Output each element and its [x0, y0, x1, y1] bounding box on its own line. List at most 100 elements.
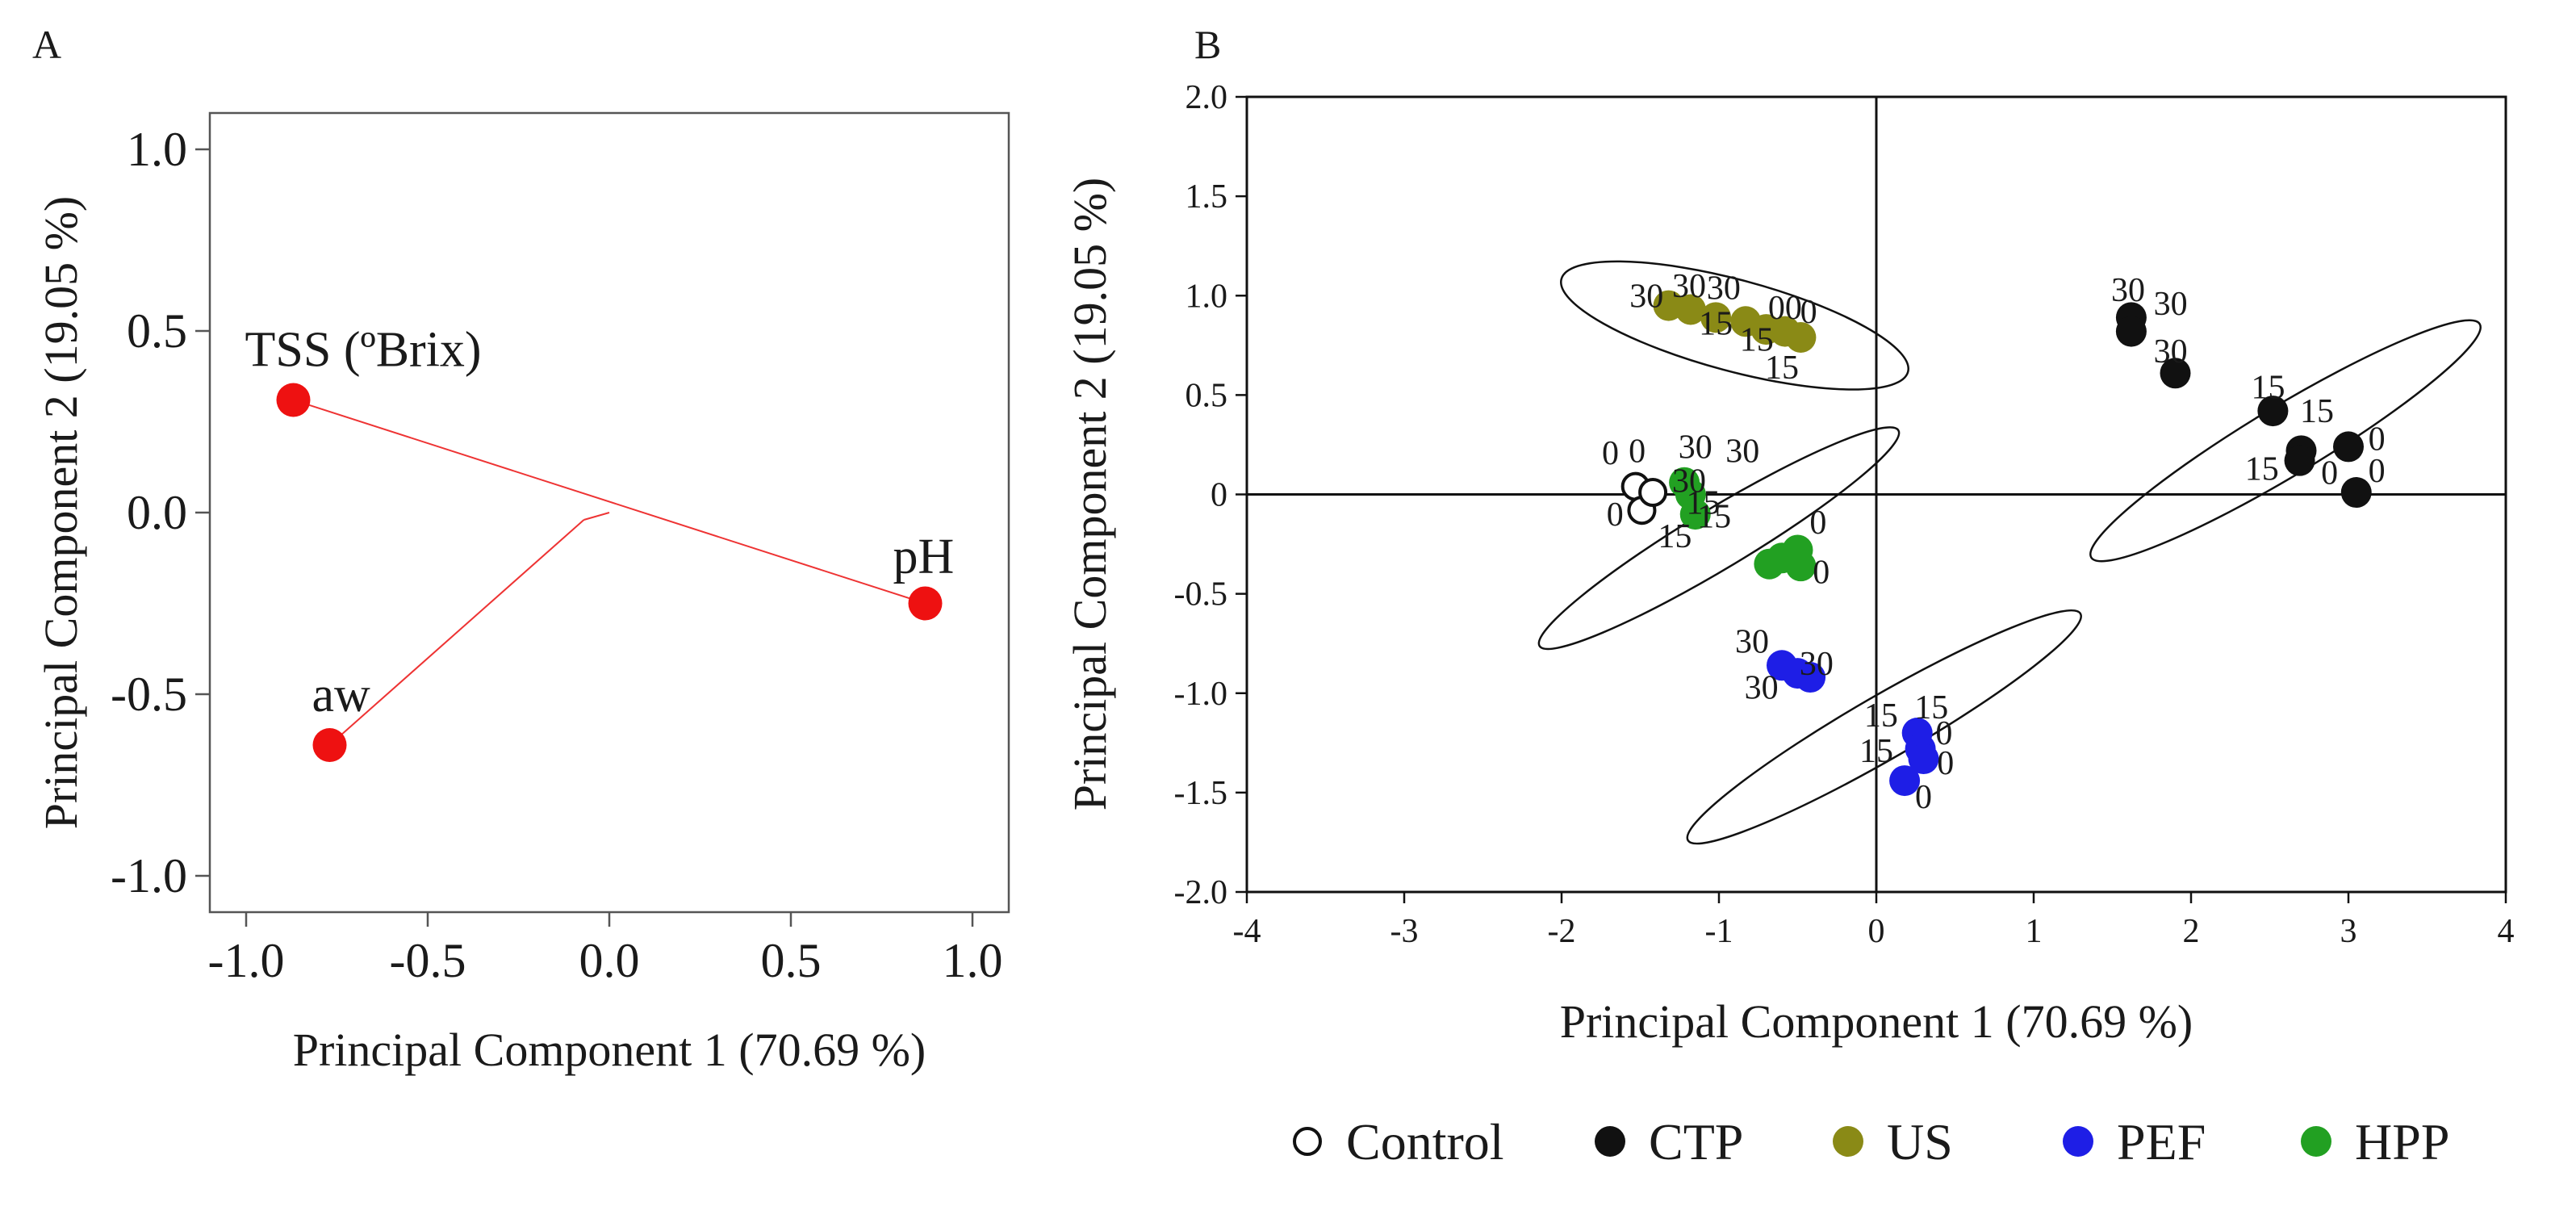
b-point-pef [1889, 765, 1921, 797]
b-point-label: 30 [1725, 433, 1759, 470]
legend-marker-control [1293, 1127, 1322, 1156]
legend-label-ctp: CTP [1649, 1113, 1743, 1170]
b-x-tick-label: 1 [2026, 913, 2043, 950]
b-point-label: 30 [1679, 429, 1712, 466]
b-ellipse [1686, 609, 2082, 845]
b-point-ctp [2340, 477, 2372, 509]
a-variable-label: aw [312, 668, 371, 722]
a-y-tick-label: 0.0 [127, 486, 187, 539]
b-point-label: 0 [1607, 496, 1624, 534]
b-point-us [1675, 294, 1706, 325]
b-point-control [1638, 478, 1668, 508]
panel-b-x-axis-title: Principal Component 1 (70.69 %) [1560, 995, 2193, 1048]
b-x-tick-label: 2 [2183, 913, 2200, 950]
a-x-tick-label: -1.0 [208, 934, 285, 987]
b-point-ctp [2115, 316, 2147, 347]
panel-a-y-axis-title: Principal Component 2 (19.05 %) [35, 196, 87, 830]
panel-a-points [276, 383, 943, 762]
a-line-aw-join [583, 512, 610, 521]
panel-b-points [1620, 290, 2372, 797]
legend-label-control: Control [1346, 1113, 1504, 1170]
a-variable-label: pH [893, 530, 955, 584]
b-x-tick-label: 4 [2498, 913, 2515, 950]
b-point-label: 30 [2111, 272, 2145, 309]
b-point-us [1785, 321, 1817, 353]
b-point-label: 15 [1687, 484, 1721, 521]
b-point-label: 15 [1914, 689, 1948, 726]
b-point-label: 15 [2245, 450, 2279, 488]
legend-marker-us [1833, 1126, 1863, 1157]
legend: Control CTP US PEF HPP [1293, 1113, 2449, 1170]
panel-b-zero-lines [1247, 97, 2506, 892]
b-point-ctp [2284, 445, 2315, 476]
a-variable-point [312, 728, 347, 762]
b-point-label: 0 [1937, 745, 1954, 782]
panel-a-variable-labels: TSS (ºBrix) pH aw [245, 323, 955, 723]
a-x-tick-label: 1.0 [943, 934, 1003, 987]
b-point-label: 30 [2154, 286, 2188, 323]
b-point-label: 0 [1915, 779, 1932, 816]
b-point-label: 15 [2300, 393, 2334, 430]
panel-a-loading-lines [293, 399, 926, 746]
b-x-tick-label: -3 [1390, 913, 1419, 950]
a-y-tick-label: 0.5 [127, 304, 187, 358]
panel-b-score-plot: -4 -3 -2 -1 0 1 2 3 4 2.0 1.5 1.0 0.5 0 -0.5 -1.0 -1.5 -2… [1064, 79, 2515, 1048]
b-point-label: 30 [1672, 463, 1706, 500]
a-variable-label: TSS (ºBrix) [245, 323, 482, 378]
b-point-label: 15 [1864, 697, 1898, 735]
b-x-tick-label: 0 [1868, 913, 1885, 950]
b-point-label: 30 [2154, 333, 2188, 371]
panel-a-letter: A [32, 22, 61, 67]
legend-label-pef: PEF [2117, 1113, 2206, 1170]
b-point-label: 0 [2369, 453, 2386, 490]
b-point-label: 0 [2321, 454, 2338, 492]
a-x-tick-label: 0.5 [761, 934, 822, 987]
b-point-label: 30 [1629, 278, 1663, 315]
b-point-label: 0 [1629, 433, 1646, 470]
b-x-tick-label: -4 [1233, 913, 1261, 950]
legend-marker-ctp [1595, 1126, 1625, 1157]
b-point-label: 15 [1765, 350, 1799, 387]
b-point-label: 15 [1697, 499, 1731, 536]
b-point-label: 15 [1658, 518, 1692, 555]
b-point-label: 0 [1800, 294, 1817, 331]
b-point-label: 0 [1813, 555, 1830, 592]
b-point-label: 0 [1809, 505, 1826, 542]
b-y-tick-label: -2.0 [1174, 874, 1228, 911]
b-point-ctp [2333, 431, 2364, 463]
b-y-tick-label: -0.5 [1174, 576, 1228, 613]
panel-b-ticks: -4 -3 -2 -1 0 1 2 3 4 2.0 1.5 1.0 0.5 0 -0.5 -1.0 -1.5 -2… [1174, 79, 2515, 950]
b-y-tick-label: -1.0 [1174, 676, 1228, 713]
a-x-tick-label: 0.0 [579, 934, 640, 987]
b-point-hpp [1679, 499, 1711, 530]
b-y-tick-label: 0 [1211, 477, 1227, 514]
a-y-tick-label: -0.5 [111, 668, 187, 721]
panel-a-x-axis-title: Principal Component 1 (70.69 %) [293, 1024, 926, 1076]
panel-a-loading-plot: -1.0 -0.5 0.0 0.5 1.0 1.0 0.5 0.0 -0.5 -1.0 TSS (… [35, 111, 1010, 1076]
b-point-label: 30 [1745, 669, 1779, 706]
a-y-tick-label: -1.0 [111, 849, 187, 902]
b-point-ctp [2257, 396, 2289, 427]
b-point-label: 15 [1740, 321, 1774, 358]
panel-b-letter: B [1194, 22, 1221, 67]
b-point-hpp [1785, 551, 1817, 582]
b-point-us [1700, 302, 1732, 333]
b-ellipse [1560, 260, 1909, 391]
b-point-label: 15 [1699, 306, 1733, 343]
b-point-pef [1795, 662, 1826, 693]
b-point-label: 0 [2369, 421, 2386, 458]
b-x-tick-label: -1 [1705, 913, 1733, 950]
legend-marker-pef [2063, 1126, 2093, 1157]
b-point-label: 15 [1859, 733, 1893, 770]
b-point-label: 30 [1707, 270, 1741, 307]
b-point-label: 0 [1935, 715, 1952, 752]
legend-marker-hpp [2301, 1126, 2331, 1157]
b-x-tick-label: -2 [1548, 913, 1576, 950]
b-point-label: 00 [1768, 290, 1802, 327]
b-x-tick-label: 3 [2340, 913, 2357, 950]
legend-label-us: US [1887, 1113, 1953, 1170]
panel-b-y-axis-title: Principal Component 2 (19.05 %) [1064, 178, 1116, 811]
b-point-label: 0 [1602, 435, 1619, 472]
